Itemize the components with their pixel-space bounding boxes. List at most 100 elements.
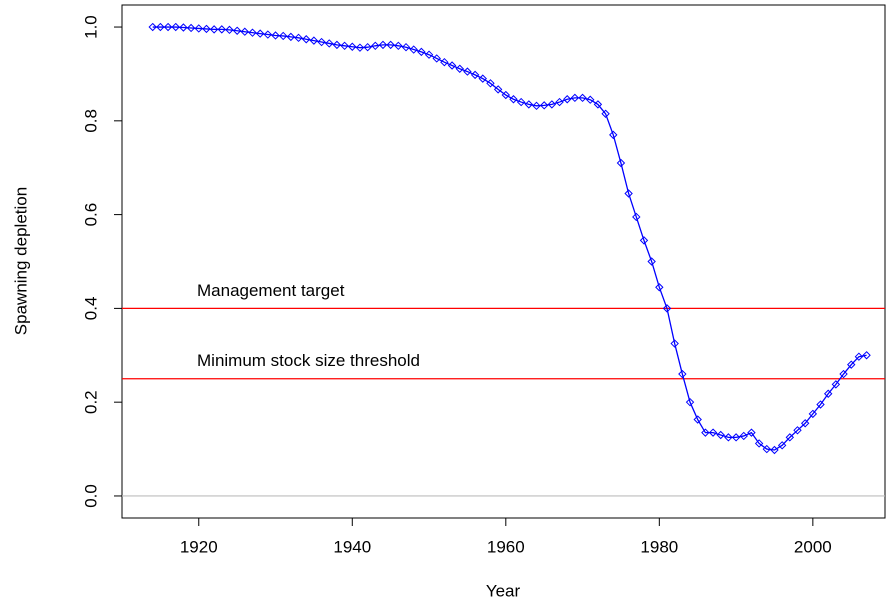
point-marker	[470, 70, 480, 80]
point-marker	[186, 23, 196, 33]
point-marker	[601, 109, 610, 118]
point-marker	[724, 433, 733, 442]
point-marker	[417, 47, 426, 57]
point-marker	[847, 360, 856, 369]
point-marker	[662, 304, 672, 313]
point-marker	[555, 97, 564, 107]
point-marker	[432, 54, 441, 63]
point-marker	[317, 37, 326, 47]
point-marker	[708, 428, 718, 437]
point-marker	[678, 369, 687, 379]
point-marker	[386, 40, 395, 50]
point-marker	[202, 24, 211, 34]
y-tick-label: 0.4	[81, 297, 100, 321]
reference-label: Management target	[197, 281, 345, 300]
point-marker	[255, 29, 265, 38]
point-marker	[570, 93, 580, 103]
point-marker	[532, 101, 541, 111]
point-marker	[440, 58, 449, 67]
point-marker	[263, 30, 273, 39]
point-marker	[862, 351, 871, 360]
point-marker	[808, 409, 818, 419]
point-marker	[371, 41, 380, 51]
plot-frame	[121, 4, 886, 519]
y-tick-label: 0.8	[81, 109, 100, 133]
point-marker	[701, 428, 710, 437]
point-marker	[816, 400, 825, 409]
point-marker	[486, 79, 495, 88]
point-marker	[378, 40, 388, 50]
point-marker	[302, 35, 311, 44]
point-marker	[593, 100, 603, 109]
point-marker	[209, 25, 219, 34]
point-marker	[563, 95, 572, 104]
x-tick-label: 1960	[487, 537, 525, 556]
point-marker	[171, 22, 180, 32]
point-marker	[539, 101, 549, 110]
point-marker	[463, 67, 472, 76]
point-marker	[163, 22, 173, 32]
point-marker	[217, 25, 226, 34]
reference-label: Minimum stock size threshold	[197, 351, 420, 370]
point-marker	[747, 428, 756, 437]
point-marker	[325, 39, 334, 48]
point-marker	[294, 33, 303, 43]
point-marker	[156, 22, 165, 32]
point-marker	[363, 42, 372, 52]
point-marker	[447, 61, 457, 70]
point-marker	[179, 23, 188, 32]
point-marker	[639, 236, 649, 245]
x-tick-label: 2000	[794, 537, 832, 556]
point-marker	[278, 31, 288, 41]
point-marker	[655, 283, 664, 292]
point-marker	[309, 36, 319, 45]
point-marker	[616, 158, 626, 168]
point-marker	[355, 43, 365, 52]
point-marker	[831, 380, 841, 389]
point-marker	[632, 212, 641, 222]
point-marker	[348, 42, 357, 51]
point-marker	[509, 95, 518, 104]
y-tick-label: 0.2	[81, 390, 100, 414]
point-marker	[516, 97, 526, 107]
point-marker	[854, 352, 864, 361]
point-marker	[670, 339, 679, 348]
point-marker	[754, 439, 764, 448]
y-tick-label: 1.0	[81, 15, 100, 39]
point-marker	[647, 257, 656, 266]
point-marker	[578, 93, 587, 103]
series-line	[152, 26, 867, 451]
point-marker	[332, 40, 342, 50]
point-marker	[793, 426, 802, 435]
point-marker	[148, 22, 157, 32]
y-tick-label: 0.0	[81, 484, 100, 508]
point-marker	[455, 64, 464, 73]
point-marker	[785, 433, 795, 442]
point-marker	[409, 45, 418, 54]
point-marker	[524, 100, 534, 109]
x-tick-label: 1920	[180, 537, 218, 556]
point-marker	[762, 444, 771, 454]
point-marker	[777, 441, 787, 450]
point-marker	[609, 130, 618, 140]
point-marker	[800, 419, 810, 428]
x-tick-label: 1980	[640, 537, 678, 556]
point-marker	[478, 74, 487, 83]
point-marker	[401, 42, 411, 52]
point-marker	[731, 433, 741, 442]
point-marker	[340, 41, 349, 51]
point-marker	[424, 50, 434, 59]
point-marker	[839, 369, 848, 379]
point-marker	[232, 26, 242, 35]
point-marker	[624, 189, 633, 198]
point-marker	[286, 32, 296, 42]
point-marker	[586, 95, 595, 104]
point-marker	[493, 85, 503, 94]
point-marker	[240, 27, 250, 36]
point-marker	[248, 28, 257, 37]
point-marker	[547, 100, 557, 109]
point-marker	[271, 31, 280, 40]
point-marker	[394, 41, 403, 51]
point-marker	[501, 90, 511, 100]
